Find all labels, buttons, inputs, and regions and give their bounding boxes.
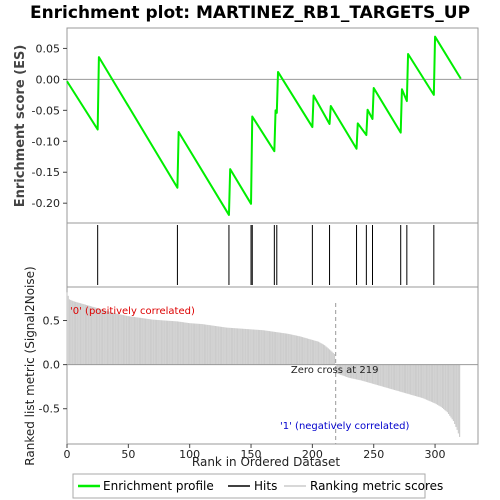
negative-correlation-label: '1' (negatively correlated) [280, 421, 409, 432]
metric-y-tick-label: 0.0 [43, 359, 61, 372]
es-y-axis-label: Enrichment score (ES) [13, 45, 28, 208]
legend-label-ranking-metric: Ranking metric scores [310, 479, 443, 493]
es-panel-frame [66, 27, 479, 224]
x-tick-label: 300 [425, 448, 446, 461]
metric-y-tick-label: 0.5 [43, 315, 61, 328]
es-y-tick-label: -0.15 [32, 166, 60, 179]
x-tick-label: 100 [179, 448, 200, 461]
hits-panel [66, 222, 479, 288]
metric-y-tick-label: -0.5 [39, 403, 60, 416]
zero-cross-label: Zero cross at 219 [291, 365, 379, 376]
legend-label-hits: Hits [254, 479, 277, 493]
x-tick-label: 200 [302, 448, 323, 461]
es-y-tick-label: -0.05 [32, 104, 60, 117]
es-y-tick-label: 0.00 [36, 73, 61, 86]
metric-y-axis-label: Ranked list metric (Signal2Noise) [23, 266, 37, 465]
x-axis: 0 50 100 150 200 250 300 Rank in Ordered Datas… [64, 444, 446, 469]
x-tick-label: 250 [363, 448, 384, 461]
legend: Enrichment profile Hits Ranking metric s… [72, 473, 443, 499]
es-y-tick-label: -0.10 [32, 135, 60, 148]
x-tick-label: 50 [121, 448, 135, 461]
x-tick-label: 0 [64, 448, 71, 461]
metric-panel: Zero cross at 219 '0' (positively correl… [23, 266, 479, 466]
es-y-tick-label: -0.20 [32, 197, 60, 210]
positive-correlation-label: '0' (positively correlated) [70, 306, 195, 317]
enrichment-profile-line [66, 35, 462, 216]
legend-label-enrichment-profile: Enrichment profile [103, 479, 214, 493]
es-panel: 0.05 0.00 -0.05 -0.10 -0.15 -0.20 Enrichment … [13, 27, 479, 224]
x-tick-label: 150 [241, 448, 262, 461]
es-y-tick-label: 0.05 [36, 42, 61, 55]
chart-title: Enrichment plot: MARTINEZ_RB1_TARGETS_UP [30, 3, 470, 23]
hits-panel-frame [66, 222, 479, 288]
x-axis-label: Rank in Ordered Dataset [192, 455, 340, 469]
